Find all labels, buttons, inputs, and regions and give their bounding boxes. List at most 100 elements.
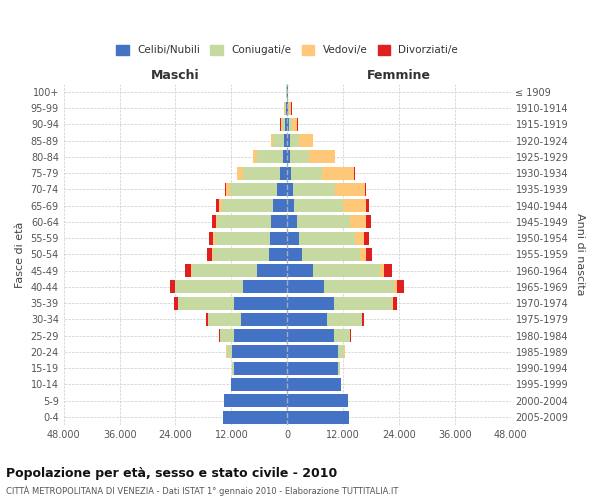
Bar — [178, 296, 233, 310]
Bar — [344, 346, 345, 358]
Bar — [292, 118, 298, 131]
Bar — [224, 394, 287, 407]
Bar — [397, 280, 404, 293]
Bar — [209, 232, 214, 244]
Bar — [280, 166, 287, 179]
Bar — [322, 166, 354, 179]
Bar — [284, 134, 287, 147]
Bar — [192, 264, 257, 277]
Bar — [269, 232, 287, 244]
Bar — [208, 313, 241, 326]
Bar — [287, 134, 290, 147]
Bar — [380, 264, 384, 277]
Bar — [212, 216, 215, 228]
Bar — [217, 216, 271, 228]
Bar — [233, 362, 287, 374]
Bar — [232, 362, 233, 374]
Bar — [213, 248, 269, 261]
Bar — [360, 248, 366, 261]
Bar — [273, 199, 287, 212]
Bar — [233, 296, 287, 310]
Bar — [294, 199, 343, 212]
Bar — [287, 410, 349, 424]
Text: CITTÀ METROPOLITANA DI VENEZIA - Dati ISTAT 1° gennaio 2010 - Elaborazione TUTTI: CITTÀ METROPOLITANA DI VENEZIA - Dati IS… — [6, 485, 398, 496]
Bar — [287, 216, 296, 228]
Bar — [175, 280, 243, 293]
Bar — [288, 102, 289, 114]
Bar — [334, 329, 350, 342]
Bar — [238, 166, 243, 179]
Bar — [394, 280, 397, 293]
Bar — [227, 346, 232, 358]
Bar — [293, 183, 335, 196]
Bar — [364, 232, 369, 244]
Text: Femmine: Femmine — [367, 69, 431, 82]
Bar — [350, 329, 351, 342]
Bar — [287, 329, 334, 342]
Bar — [286, 102, 287, 114]
Legend: Celibi/Nubili, Coniugati/e, Vedovi/e, Divorziati/e: Celibi/Nubili, Coniugati/e, Vedovi/e, Di… — [112, 41, 463, 60]
Bar — [285, 102, 286, 114]
Bar — [174, 296, 178, 310]
Bar — [232, 346, 287, 358]
Bar — [289, 118, 292, 131]
Bar — [283, 150, 287, 164]
Bar — [334, 296, 392, 310]
Bar — [287, 362, 338, 374]
Bar — [287, 313, 327, 326]
Bar — [287, 296, 334, 310]
Bar — [350, 216, 367, 228]
Bar — [281, 118, 286, 131]
Bar — [309, 150, 335, 164]
Bar — [313, 264, 380, 277]
Bar — [392, 296, 394, 310]
Bar — [232, 378, 287, 391]
Bar — [257, 264, 287, 277]
Bar — [362, 313, 364, 326]
Bar — [286, 118, 287, 131]
Bar — [277, 183, 287, 196]
Bar — [384, 264, 392, 277]
Bar — [287, 102, 288, 114]
Y-axis label: Fasce di età: Fasce di età — [15, 221, 25, 288]
Bar — [287, 394, 347, 407]
Bar — [355, 232, 364, 244]
Bar — [394, 296, 397, 310]
Bar — [367, 216, 371, 228]
Bar — [287, 280, 325, 293]
Bar — [223, 410, 287, 424]
Bar — [207, 248, 212, 261]
Text: Maschi: Maschi — [151, 69, 200, 82]
Bar — [215, 232, 269, 244]
Bar — [325, 280, 394, 293]
Bar — [290, 134, 299, 147]
Bar — [287, 346, 338, 358]
Bar — [219, 199, 222, 212]
Bar — [287, 232, 299, 244]
Bar — [243, 280, 287, 293]
Bar — [287, 166, 292, 179]
Bar — [215, 216, 217, 228]
Bar — [299, 232, 355, 244]
Bar — [271, 216, 287, 228]
Bar — [253, 150, 257, 164]
Bar — [243, 166, 280, 179]
Bar — [338, 362, 340, 374]
Bar — [225, 183, 226, 196]
Bar — [226, 183, 230, 196]
Bar — [335, 183, 365, 196]
Bar — [206, 313, 208, 326]
Bar — [365, 183, 366, 196]
Bar — [343, 199, 367, 212]
Bar — [230, 183, 277, 196]
Bar — [185, 264, 191, 277]
Bar — [290, 150, 309, 164]
Bar — [222, 199, 273, 212]
Text: Popolazione per età, sesso e stato civile - 2010: Popolazione per età, sesso e stato civil… — [6, 468, 337, 480]
Bar — [287, 199, 294, 212]
Bar — [338, 346, 344, 358]
Bar — [289, 102, 292, 114]
Bar — [287, 264, 313, 277]
Bar — [292, 166, 322, 179]
Bar — [216, 199, 219, 212]
